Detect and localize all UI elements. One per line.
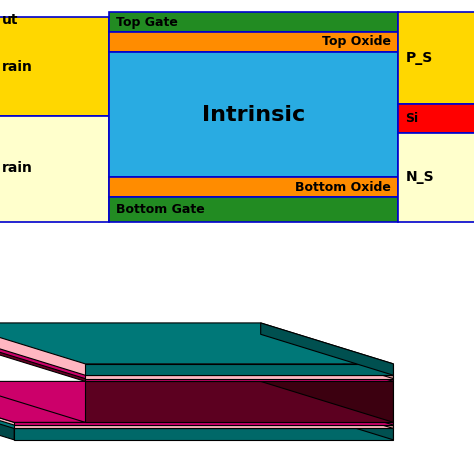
Polygon shape (0, 382, 85, 422)
Bar (109, 52, 398, 177)
Polygon shape (261, 334, 393, 379)
Bar (398, 12, 474, 103)
Text: Top Oxide: Top Oxide (322, 36, 391, 48)
Text: rain: rain (2, 161, 33, 174)
Text: Bottom Gate: Bottom Gate (116, 203, 205, 216)
Polygon shape (261, 337, 393, 382)
Text: ut: ut (2, 13, 19, 27)
Polygon shape (0, 382, 14, 440)
Polygon shape (261, 382, 393, 425)
Polygon shape (261, 323, 393, 375)
Bar (398, 103, 474, 133)
Bar (109, 197, 398, 222)
Polygon shape (261, 388, 393, 440)
Text: P_S: P_S (405, 51, 432, 65)
Polygon shape (85, 364, 393, 375)
Text: N_S: N_S (405, 171, 434, 184)
Polygon shape (261, 340, 393, 422)
Text: rain: rain (2, 60, 33, 73)
Polygon shape (14, 422, 393, 425)
Polygon shape (14, 428, 393, 440)
Polygon shape (0, 388, 393, 428)
Text: Top Gate: Top Gate (116, 16, 178, 29)
Bar (109, 32, 398, 52)
Bar (0, 116, 109, 222)
Polygon shape (85, 379, 393, 382)
Text: Bottom Oxide: Bottom Oxide (295, 181, 391, 194)
Polygon shape (14, 425, 393, 428)
Polygon shape (0, 337, 393, 379)
Bar (398, 133, 474, 222)
Polygon shape (0, 340, 393, 382)
Bar (0, 17, 109, 116)
Text: Intrinsic: Intrinsic (202, 105, 305, 125)
Polygon shape (0, 382, 393, 422)
Bar (109, 12, 398, 32)
Polygon shape (85, 382, 393, 422)
Text: Si: Si (405, 112, 419, 125)
Bar (109, 177, 398, 197)
Polygon shape (0, 323, 393, 364)
Polygon shape (85, 375, 393, 379)
Polygon shape (0, 384, 393, 425)
Polygon shape (261, 384, 393, 428)
Polygon shape (0, 334, 393, 375)
